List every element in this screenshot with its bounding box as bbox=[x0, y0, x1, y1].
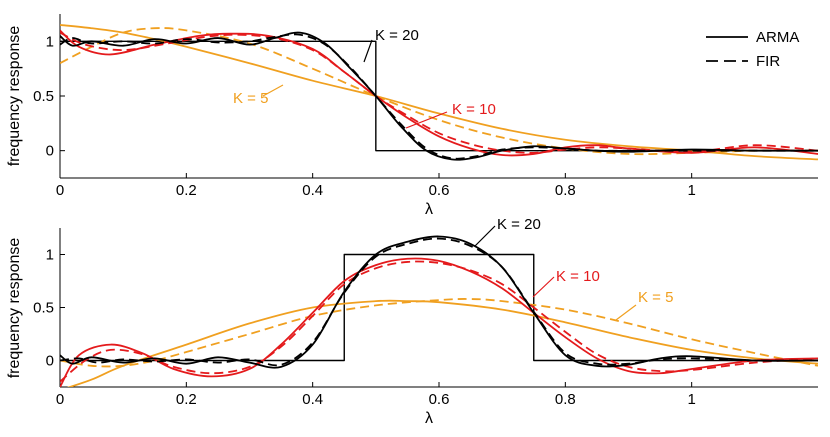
series-k-20-fir-line bbox=[60, 237, 818, 367]
series-k-20-arma-line bbox=[60, 31, 818, 161]
annotation-label: K = 5 bbox=[233, 90, 268, 107]
panel-2: 0 0.2 0.4 0.6 0.8 1 0 0.5 1 λ frequency response K … bbox=[6, 216, 818, 427]
y-tick-label: 1 bbox=[46, 247, 54, 264]
series-k-10-arma-line bbox=[60, 29, 818, 157]
x-tick-label: 0.2 bbox=[176, 182, 197, 199]
annotation-label: K = 10 bbox=[556, 268, 600, 285]
series-group bbox=[60, 24, 818, 161]
y-tick-label: 1 bbox=[46, 33, 54, 50]
x-tick-label: 0.6 bbox=[429, 391, 450, 408]
y-axis-label: frequency response bbox=[6, 26, 23, 167]
annotation-label: K = 20 bbox=[497, 216, 541, 233]
x-axis-label: λ bbox=[425, 201, 433, 218]
x-tick-label: 0 bbox=[56, 182, 64, 199]
series-k-10-fir-line bbox=[60, 31, 818, 154]
y-tick-label: 0.5 bbox=[33, 88, 54, 105]
x-tick-label: 1 bbox=[687, 182, 695, 199]
series-ideal-line bbox=[60, 253, 818, 362]
annotation-leader bbox=[532, 276, 555, 298]
y-tick-label: 0 bbox=[46, 353, 54, 370]
series-k-5-arma-line bbox=[66, 299, 818, 387]
annotation-leader bbox=[262, 84, 284, 97]
x-tick-label: 0.6 bbox=[429, 182, 450, 199]
series-k-10-arma-line bbox=[60, 257, 818, 387]
series-k-20-arma-line bbox=[60, 235, 818, 369]
series-k-10-fir-line bbox=[60, 260, 818, 383]
series-k-5-fir-line bbox=[60, 27, 818, 156]
series-group bbox=[60, 235, 818, 387]
series-ideal-line bbox=[60, 40, 818, 152]
x-tick-label: 0.2 bbox=[176, 391, 197, 408]
y-axis-label: frequency response bbox=[6, 238, 23, 379]
y-tick-label: 0 bbox=[46, 143, 54, 160]
annotation-label: K = 10 bbox=[452, 101, 496, 118]
x-tick-label: 0.8 bbox=[555, 391, 576, 408]
annotation-leader bbox=[474, 225, 496, 247]
annotation-leader bbox=[405, 111, 448, 129]
x-tick-label: 0.4 bbox=[302, 182, 323, 199]
legend: ARMA FIR bbox=[706, 29, 799, 70]
legend-label-fir: FIR bbox=[756, 53, 780, 70]
series-k-20-fir-line bbox=[60, 33, 818, 160]
legend-label-arma: ARMA bbox=[756, 29, 799, 46]
x-tick-label: 0.8 bbox=[555, 182, 576, 199]
annotation-leader bbox=[615, 304, 637, 321]
annotation-label: K = 20 bbox=[375, 27, 419, 44]
x-tick-label: 0.4 bbox=[302, 391, 323, 408]
series-k-5-arma-line bbox=[60, 24, 818, 161]
x-axis-label: λ bbox=[425, 410, 433, 427]
annotation-leader bbox=[363, 39, 373, 63]
series-k-5-fir-line bbox=[60, 298, 818, 368]
panel-1: 0 0.2 0.4 0.6 0.8 1 0 0.5 1 λ frequency response K … bbox=[6, 14, 818, 218]
x-tick-label: 0 bbox=[56, 391, 64, 408]
y-tick-label: 0.5 bbox=[33, 300, 54, 317]
x-tick-label: 1 bbox=[687, 391, 695, 408]
annotation-label: K = 5 bbox=[638, 289, 673, 306]
